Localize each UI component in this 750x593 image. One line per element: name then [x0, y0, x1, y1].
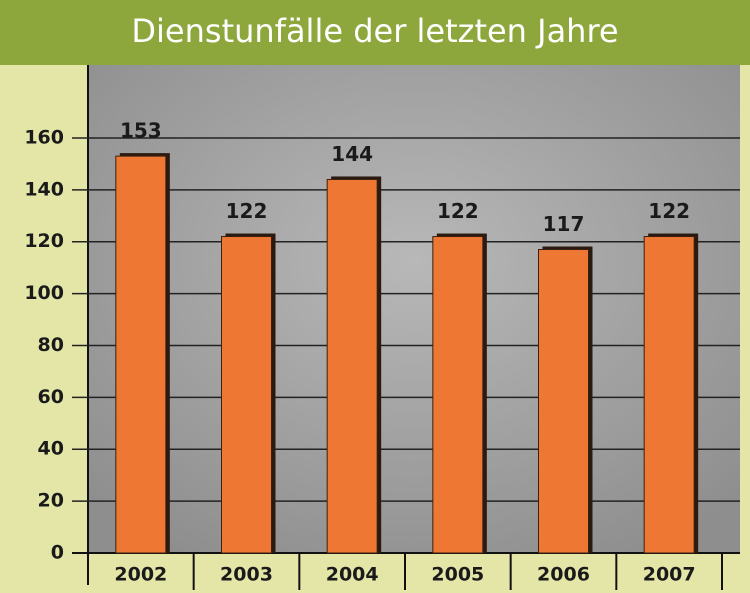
value-label: 144	[331, 142, 373, 166]
title-bar	[0, 0, 750, 65]
plot-background	[88, 65, 740, 553]
x-tick-label: 2007	[643, 564, 696, 586]
y-tick-label: 20	[38, 490, 64, 512]
x-tick-label: 2005	[431, 564, 484, 586]
bar	[432, 236, 484, 554]
value-label: 122	[648, 199, 690, 223]
y-tick-label: 160	[24, 126, 64, 148]
bar	[221, 236, 272, 554]
y-tick-label: 120	[24, 230, 64, 252]
x-tick-label: 2003	[220, 564, 273, 586]
x-tick-label: 2004	[326, 564, 379, 586]
x-tick-label: 2006	[537, 564, 590, 586]
y-tick-label: 80	[38, 334, 64, 356]
value-label: 122	[437, 199, 479, 223]
y-tick-label: 0	[51, 542, 64, 564]
y-tick-label: 60	[38, 386, 64, 408]
bar	[115, 155, 167, 554]
bar	[643, 236, 695, 554]
chart-title: Dienstunfälle der letzten Jahre	[131, 12, 618, 50]
x-tick-label: 2002	[114, 564, 167, 586]
value-label: 153	[120, 119, 162, 143]
value-label: 122	[226, 199, 268, 223]
value-label: 117	[543, 212, 585, 236]
y-tick-label: 140	[24, 178, 64, 200]
bar	[538, 249, 589, 554]
y-tick-label: 40	[38, 438, 64, 460]
y-tick-label: 100	[24, 282, 64, 304]
bar	[326, 178, 378, 554]
